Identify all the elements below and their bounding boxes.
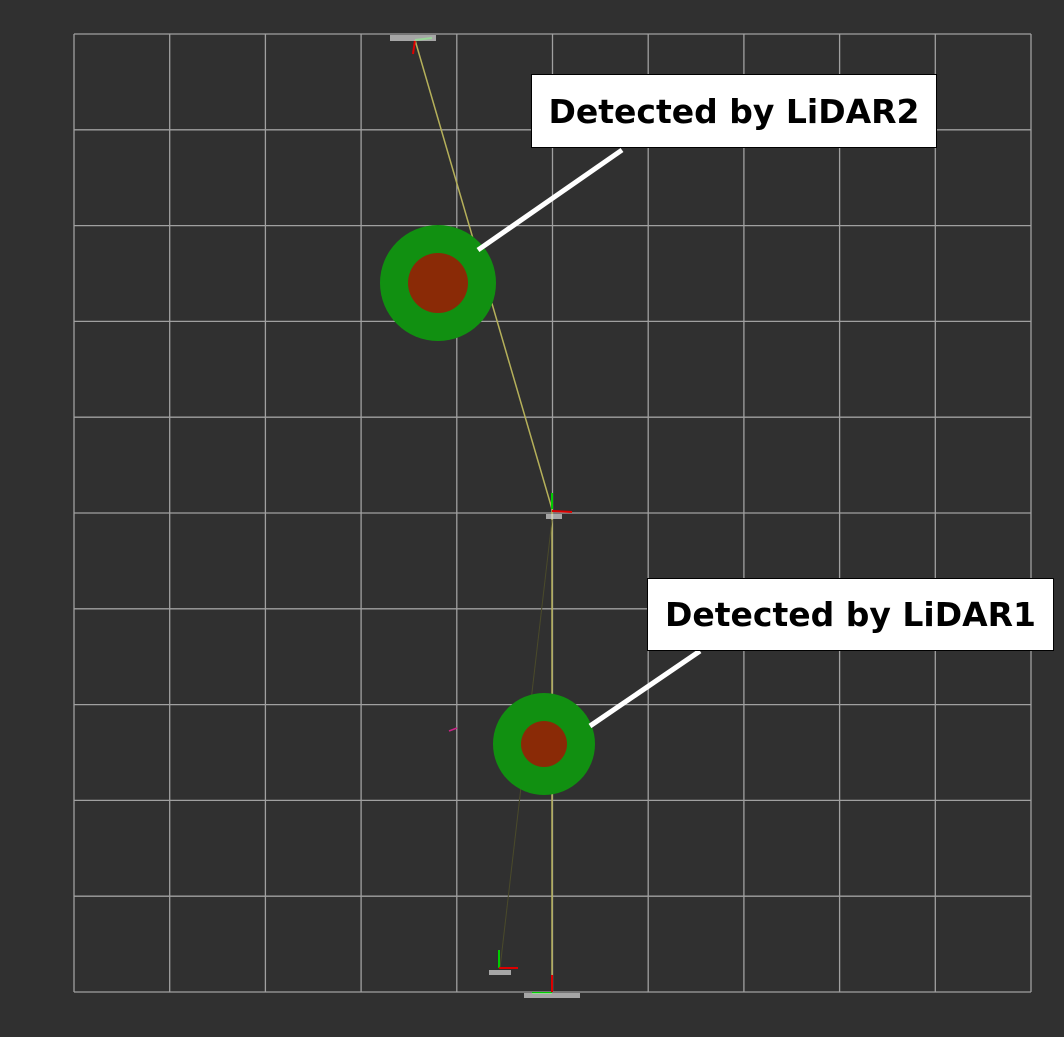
callout-leader-lidar1: [588, 648, 702, 729]
detection-core: [521, 721, 567, 767]
callout-leader-lidar2: [476, 147, 624, 253]
coordinate-axes-icon: [524, 975, 580, 998]
callout-detected-by-lidar2: Detected by LiDAR2: [531, 74, 937, 148]
coordinate-axes-icon: [489, 950, 518, 975]
detection-core: [408, 253, 468, 313]
stray-marker: [448, 727, 458, 732]
coordinate-axes-icon: [546, 493, 573, 519]
detection-marker-lidar1[interactable]: [493, 693, 595, 795]
callout-detected-by-lidar1: Detected by LiDAR1: [647, 578, 1054, 651]
detection-marker-lidar2[interactable]: [380, 225, 496, 341]
coordinate-axes-icon: [390, 35, 436, 55]
